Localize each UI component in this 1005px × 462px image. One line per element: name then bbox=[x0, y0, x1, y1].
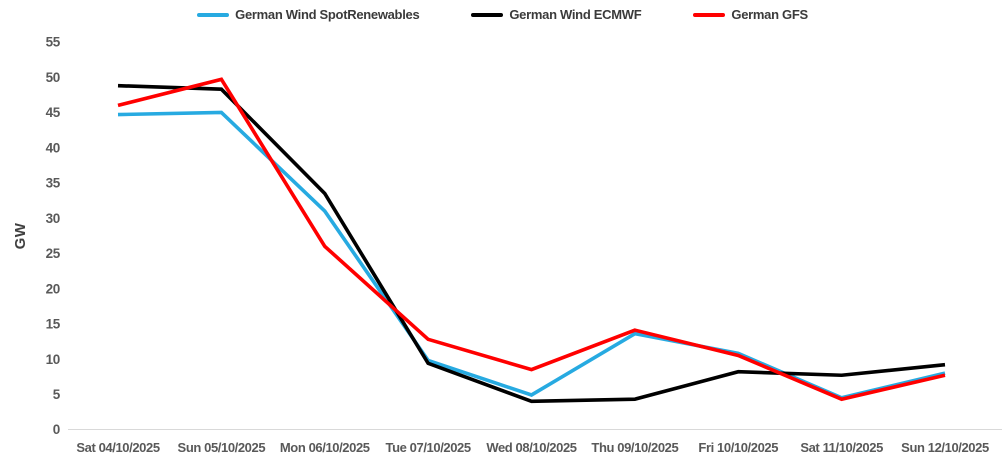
x-axis-label: Sun 12/10/2025 bbox=[901, 440, 989, 455]
y-axis-tick-label: 5 bbox=[53, 387, 61, 402]
x-axis-label: Fri 10/10/2025 bbox=[698, 440, 778, 455]
x-axis-label: Tue 07/10/2025 bbox=[386, 440, 471, 455]
series-line-german-wind-ecmwf bbox=[117, 83, 946, 404]
legend-label-gfs: German GFS bbox=[731, 7, 808, 22]
y-axis-tick-label: 30 bbox=[46, 211, 60, 226]
y-axis-tick-label: 35 bbox=[46, 176, 61, 191]
y-axis-tick-label: 45 bbox=[46, 105, 61, 120]
chart-legend: German Wind SpotRenewables German Wind E… bbox=[0, 7, 1005, 22]
y-axis-title: GW bbox=[12, 222, 29, 249]
y-axis-tick-label: 50 bbox=[46, 70, 60, 85]
legend-item-spotrenewables: German Wind SpotRenewables bbox=[197, 7, 420, 22]
x-axis-label: Wed 08/10/2025 bbox=[486, 440, 576, 455]
spotrenewables-line-swatch-icon bbox=[197, 12, 230, 17]
legend-item-ecmwf: German Wind ECMWF bbox=[471, 7, 642, 22]
x-axis-label: Sat 04/10/2025 bbox=[76, 440, 159, 455]
series-line-german-wind-spotrenewables bbox=[117, 110, 946, 400]
y-axis-tick-label: 40 bbox=[46, 140, 60, 155]
y-axis-tick-label: 20 bbox=[46, 281, 60, 296]
gfs-line-swatch-icon bbox=[693, 12, 726, 17]
series-line-german-gfs bbox=[117, 77, 946, 402]
legend-item-gfs: German GFS bbox=[693, 7, 808, 22]
x-axis-label: Mon 06/10/2025 bbox=[280, 440, 370, 455]
x-axis-label: Sat 11/10/2025 bbox=[800, 440, 883, 455]
y-axis-tick-label: 10 bbox=[46, 352, 60, 367]
legend-label-ecmwf: German Wind ECMWF bbox=[509, 7, 642, 22]
y-axis-tick-label: 55 bbox=[46, 35, 61, 50]
y-axis-tick-label: 0 bbox=[53, 422, 60, 437]
x-axis-label: Sun 05/10/2025 bbox=[178, 440, 266, 455]
y-axis-tick-label: 25 bbox=[46, 246, 61, 261]
y-axis-tick-label: 15 bbox=[46, 317, 61, 332]
legend-label-spotrenewables: German Wind SpotRenewables bbox=[235, 7, 420, 22]
x-axis-label: Thu 09/10/2025 bbox=[591, 440, 678, 455]
ecmwf-line-swatch-icon bbox=[471, 12, 504, 17]
